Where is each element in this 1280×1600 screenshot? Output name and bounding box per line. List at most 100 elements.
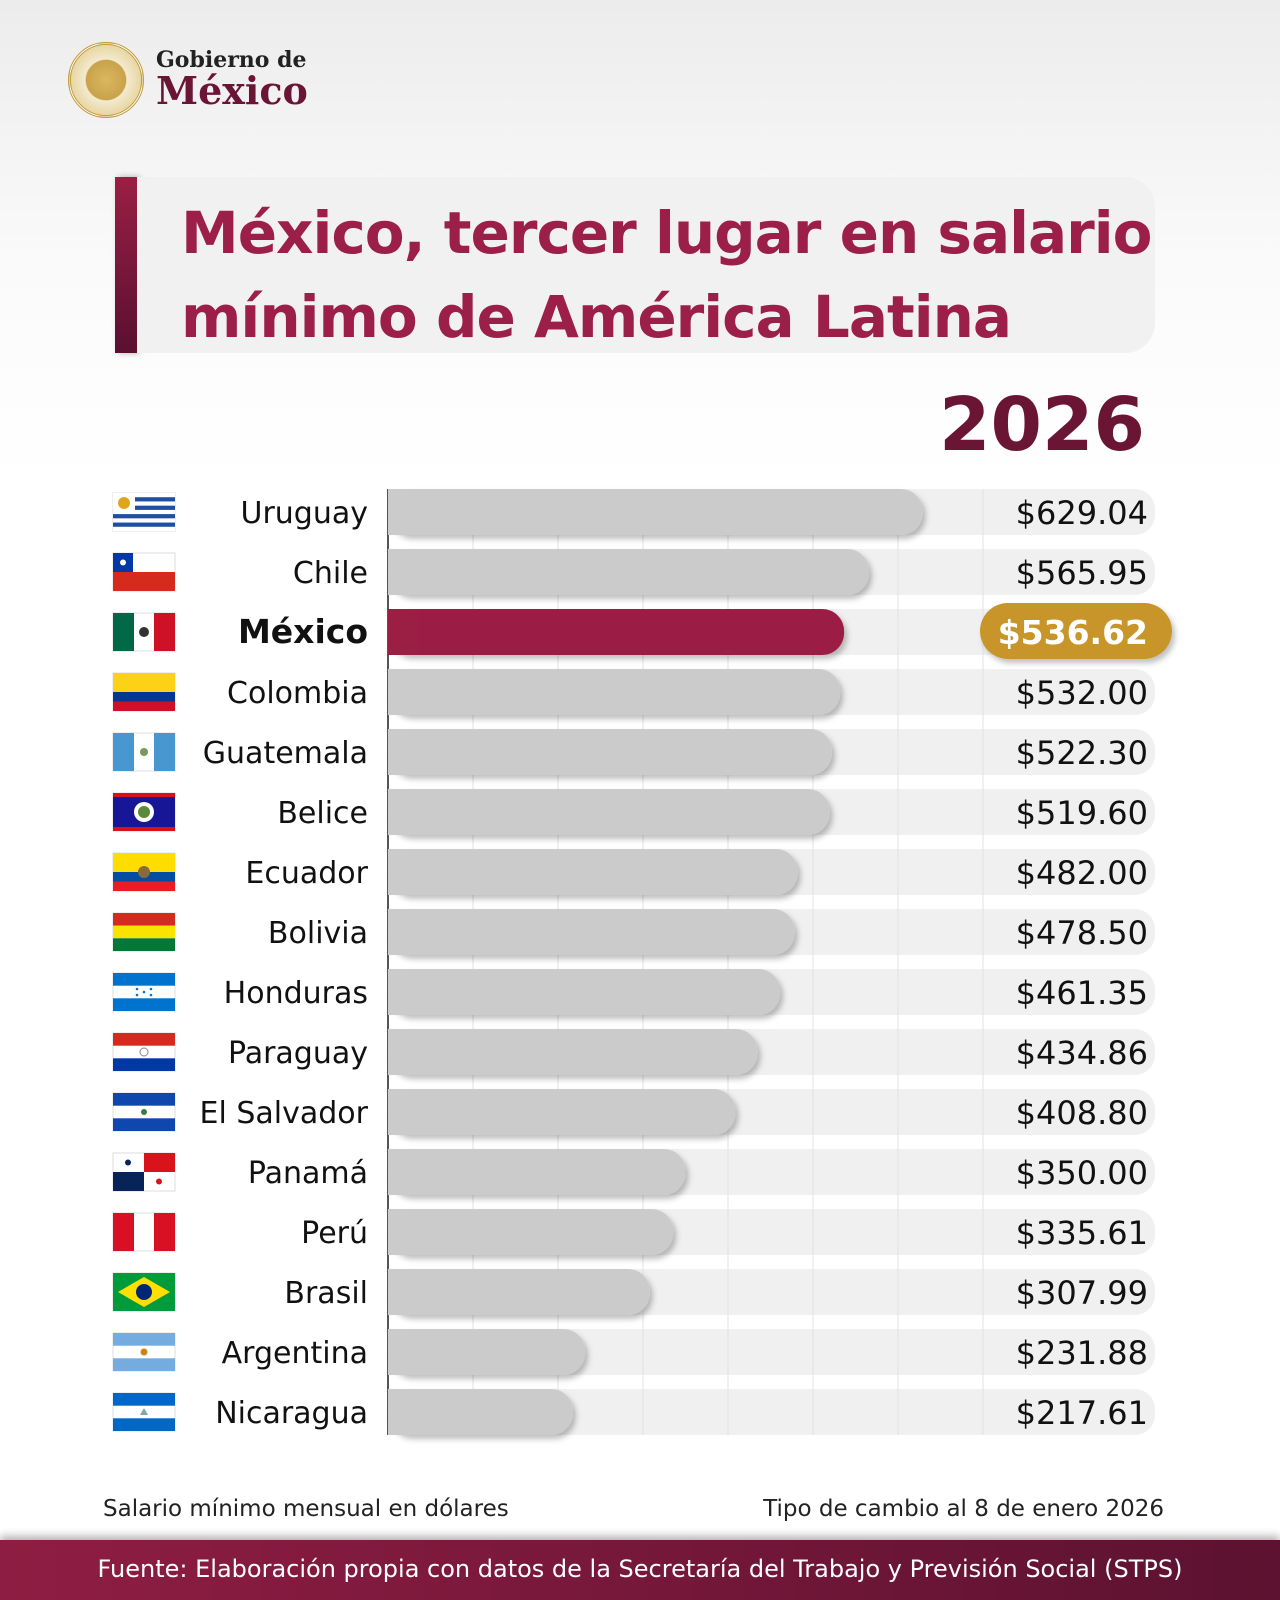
value-label: $231.88 xyxy=(1016,1334,1148,1372)
s xyxy=(113,1358,175,1371)
bar-belice xyxy=(388,789,830,835)
value-label: $478.50 xyxy=(1016,914,1148,952)
bar-start xyxy=(388,1269,418,1315)
bar-start xyxy=(388,1089,418,1135)
star xyxy=(149,993,153,997)
s xyxy=(113,925,175,939)
bar-start xyxy=(388,1389,418,1435)
bar-start xyxy=(388,609,418,655)
value-label: $335.61 xyxy=(1016,1214,1148,1252)
country-label: Uruguay xyxy=(241,496,369,531)
bar-argentina xyxy=(388,1329,586,1375)
s xyxy=(113,938,175,951)
el-salvador-flag-icon xyxy=(112,1092,176,1132)
emblem xyxy=(140,748,148,756)
s xyxy=(113,973,175,986)
value-label: $307.99 xyxy=(1016,1274,1148,1312)
s xyxy=(113,701,175,711)
s xyxy=(113,1093,175,1106)
bar-start xyxy=(388,969,418,1015)
star xyxy=(125,1159,131,1166)
title-line2: mínimo de América Latina xyxy=(181,283,1012,351)
bar-start xyxy=(388,729,418,775)
highlight-value-badge xyxy=(980,603,1172,659)
bar-perú xyxy=(388,1209,674,1255)
gobierno-de-mexico-logo: Gobierno de México xyxy=(68,42,308,118)
country-label: Colombia xyxy=(227,676,368,711)
panama-flag-icon xyxy=(112,1152,176,1192)
s xyxy=(113,1333,175,1346)
emblem xyxy=(138,866,150,878)
bar-chile xyxy=(388,549,870,595)
eagle xyxy=(139,627,149,637)
s xyxy=(113,881,175,891)
bar-start xyxy=(388,1149,418,1195)
star xyxy=(135,993,139,997)
brazil-flag-icon xyxy=(112,1272,176,1312)
year-label: 2026 xyxy=(939,382,1145,468)
honduras-flag-icon xyxy=(112,972,176,1012)
s xyxy=(113,572,175,591)
uruguay-flag-icon xyxy=(112,492,176,532)
value-label: $522.30 xyxy=(1016,734,1148,772)
country-label: Guatemala xyxy=(203,736,368,771)
value-label: $536.62 xyxy=(998,613,1148,652)
bar-start xyxy=(388,1209,418,1255)
country-label: Honduras xyxy=(224,976,368,1011)
s xyxy=(154,1213,175,1251)
country-label: Panamá xyxy=(248,1156,368,1191)
title-accent-bar xyxy=(115,177,137,353)
national-seal-icon xyxy=(68,42,144,118)
value-label: $532.00 xyxy=(1016,674,1148,712)
star xyxy=(156,1178,162,1185)
stripe xyxy=(113,497,175,502)
exchange-rate-note: Tipo de cambio al 8 de enero 2026 xyxy=(763,1496,1164,1522)
stripe xyxy=(113,526,175,531)
s xyxy=(113,913,175,926)
bar-start xyxy=(388,489,418,535)
emblem xyxy=(140,1408,148,1415)
bar-brasil xyxy=(388,1269,650,1315)
colombia-flag-icon xyxy=(112,672,176,712)
emblem xyxy=(138,806,150,818)
bar-el-salvador xyxy=(388,1089,736,1135)
country-label: Brasil xyxy=(284,1276,368,1311)
s xyxy=(113,1172,144,1191)
stripe xyxy=(113,493,175,498)
s xyxy=(144,1153,175,1172)
s xyxy=(113,692,175,702)
s xyxy=(113,1118,175,1131)
nicaragua-flag-icon xyxy=(112,1392,176,1432)
s xyxy=(113,1033,175,1046)
belize-flag-icon xyxy=(112,792,176,832)
bar-panamá xyxy=(388,1149,686,1195)
emblem xyxy=(141,1109,147,1115)
s xyxy=(113,1418,175,1431)
value-label: $565.95 xyxy=(1016,554,1148,592)
peru-flag-icon xyxy=(112,1212,176,1252)
country-label: México xyxy=(238,612,368,651)
s xyxy=(113,613,134,651)
bar-start xyxy=(388,909,418,955)
value-label: $434.86 xyxy=(1016,1034,1148,1072)
country-label: Ecuador xyxy=(245,856,368,891)
country-label: Perú xyxy=(301,1216,368,1251)
value-label: $350.00 xyxy=(1016,1154,1148,1192)
value-label: $461.35 xyxy=(1016,974,1148,1012)
argentina-flag-icon xyxy=(112,1332,176,1372)
stripe xyxy=(113,522,175,527)
country-label: Bolivia xyxy=(268,916,368,951)
bar-guatemala xyxy=(388,729,832,775)
s xyxy=(113,998,175,1011)
bar-start xyxy=(388,789,418,835)
globe xyxy=(136,1284,152,1300)
s xyxy=(154,733,175,771)
logo-line2: México xyxy=(156,68,308,113)
bar-ecuador xyxy=(388,849,798,895)
value-label: $629.04 xyxy=(1016,494,1148,532)
s xyxy=(113,1393,175,1406)
star xyxy=(142,990,146,994)
star xyxy=(149,987,153,991)
s xyxy=(113,1058,175,1071)
country-label: Chile xyxy=(293,556,368,591)
